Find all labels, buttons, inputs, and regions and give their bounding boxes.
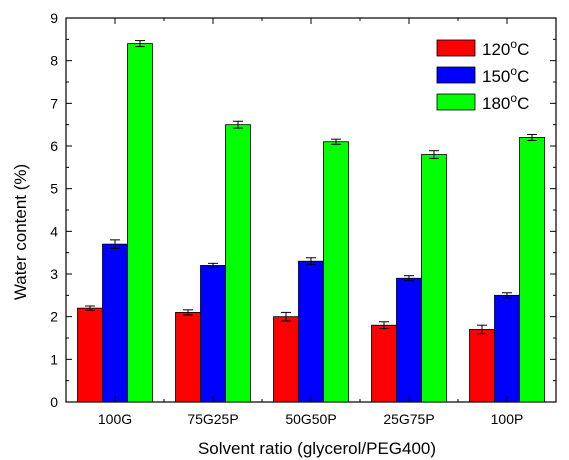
bar (77, 307, 103, 403)
x-axis-title: Solvent ratio (glycerol/PEG400) (198, 439, 436, 458)
y-tick-label: 8 (50, 53, 58, 69)
x-tick-label: 75G25P (187, 411, 238, 427)
bar (102, 243, 128, 403)
bar (469, 329, 495, 403)
bar (421, 154, 447, 403)
x-tick-label: 100G (98, 411, 132, 427)
legend-swatch (436, 39, 476, 57)
bar (323, 141, 349, 403)
y-tick-label: 4 (50, 223, 58, 239)
ticks-layer: 0 1 2 3 4 5 6 7 8 9 100G 75G25P 50G50P 25G75P 100P (50, 10, 556, 427)
legend-swatch (436, 93, 476, 111)
y-tick-label: 2 (50, 309, 58, 325)
bar (494, 294, 520, 403)
legend-label: 180oC (482, 91, 529, 113)
legend-label: 150oC (482, 64, 529, 86)
y-tick-label: 7 (50, 95, 58, 111)
y-tick-label: 5 (50, 181, 58, 197)
bar (519, 137, 545, 403)
y-axis-title: Water content (%) (11, 164, 30, 300)
bar (200, 265, 226, 403)
x-tick-label: 50G50P (285, 411, 336, 427)
bars-layer (77, 40, 545, 403)
x-tick-label: 100P (491, 411, 524, 427)
bar (127, 43, 153, 403)
y-tick-label: 0 (50, 394, 58, 410)
y-tick-label: 1 (50, 351, 58, 367)
bar (175, 311, 201, 403)
legend: 120oC 150oC 180oC (436, 37, 529, 113)
y-tick-label: 3 (50, 266, 58, 282)
legend-swatch (436, 66, 476, 84)
bar (273, 316, 299, 403)
bar (371, 324, 397, 403)
y-tick-label: 9 (50, 10, 58, 26)
bar (225, 124, 251, 403)
y-tick-label: 6 (50, 138, 58, 154)
bar (396, 277, 422, 403)
x-tick-label: 25G75P (383, 411, 434, 427)
bar (298, 260, 324, 403)
legend-label: 120oC (482, 37, 529, 59)
